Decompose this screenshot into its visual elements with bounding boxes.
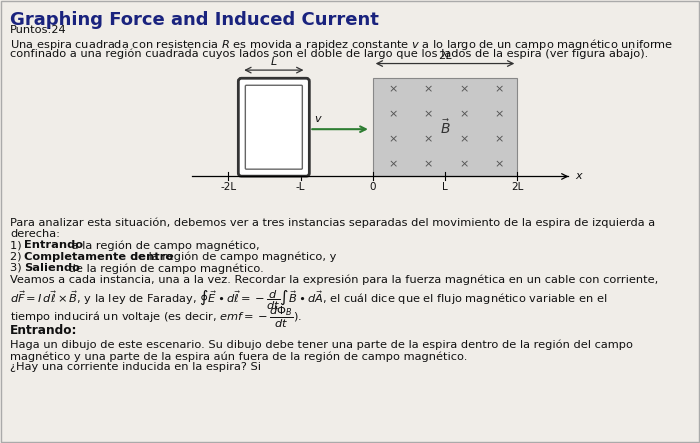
Text: -L: -L	[296, 183, 305, 192]
Text: Entrando: Entrando	[24, 240, 83, 250]
Text: ×: ×	[494, 85, 504, 95]
Text: de la región de campo magnético, y: de la región de campo magnético, y	[127, 252, 337, 262]
Text: ×: ×	[494, 110, 504, 120]
Text: derecha:: derecha:	[10, 229, 60, 238]
Text: -2L: -2L	[220, 183, 237, 192]
Text: ×: ×	[389, 85, 398, 95]
Text: magnético y una parte de la espira aún fuera de la región de campo magnético.: magnético y una parte de la espira aún f…	[10, 351, 468, 361]
Text: $\vec{B}$: $\vec{B}$	[440, 118, 450, 136]
Bar	[373, 78, 517, 176]
Text: $d\vec{F} = I\,d\vec{\ell} \times \vec{B}$, y la ley de Faraday, $\oint \vec{E} : $d\vec{F} = I\,d\vec{\ell} \times \vec{B…	[10, 288, 607, 311]
Text: ×: ×	[494, 159, 504, 170]
Text: tiempo inducirá un voltaje (es decir, $emf = -\dfrac{d\Phi_B}{dt}$).: tiempo inducirá un voltaje (es decir, $e…	[10, 304, 302, 330]
Text: Puntos:24: Puntos:24	[10, 25, 66, 35]
FancyBboxPatch shape	[238, 78, 309, 176]
Text: ×: ×	[494, 135, 504, 145]
Text: L: L	[442, 183, 448, 192]
Text: Completamente dentro: Completamente dentro	[24, 252, 173, 261]
FancyBboxPatch shape	[245, 85, 302, 169]
Text: Para analizar esta situación, debemos ver a tres instancias separadas del movimi: Para analizar esta situación, debemos ve…	[10, 217, 655, 228]
Text: ×: ×	[459, 110, 468, 120]
Text: ×: ×	[424, 159, 433, 170]
Text: confinado a una región cuadrada cuyos lados son el doble de largo que los lados : confinado a una región cuadrada cuyos la…	[10, 48, 648, 59]
Text: Graphing Force and Induced Current: Graphing Force and Induced Current	[10, 11, 379, 29]
Text: Saliendo: Saliendo	[24, 263, 80, 273]
Text: a la región de campo magnético,: a la región de campo magnético,	[68, 240, 260, 250]
Text: ×: ×	[424, 135, 433, 145]
Text: 2): 2)	[10, 252, 25, 261]
Text: Una espira cuadrada con resistencia $R$ es movida a rapidez constante $v$ a lo l: Una espira cuadrada con resistencia $R$ …	[10, 37, 673, 52]
Text: ×: ×	[389, 159, 398, 170]
Text: Entrando:: Entrando:	[10, 324, 78, 337]
Text: ×: ×	[459, 135, 468, 145]
Text: $2L$: $2L$	[438, 49, 452, 61]
Text: 3): 3)	[10, 263, 25, 273]
Text: 1): 1)	[10, 240, 25, 250]
Text: 2L: 2L	[511, 183, 524, 192]
Text: ×: ×	[424, 110, 433, 120]
Text: $L$: $L$	[270, 55, 278, 67]
Text: ×: ×	[389, 135, 398, 145]
Text: $x$: $x$	[575, 171, 584, 182]
Text: ×: ×	[389, 110, 398, 120]
Text: Haga un dibujo de este escenario. Su dibujo debe tener una parte de la espira de: Haga un dibujo de este escenario. Su dib…	[10, 339, 633, 350]
Text: Veamos a cada instancia, una a la vez. Recordar la expresión para la fuerza magn: Veamos a cada instancia, una a la vez. R…	[10, 275, 658, 285]
Text: ×: ×	[459, 159, 468, 170]
Text: ×: ×	[459, 85, 468, 95]
Text: de la región de campo magnético.: de la región de campo magnético.	[65, 263, 264, 273]
Text: ×: ×	[424, 85, 433, 95]
Text: $v$: $v$	[314, 114, 323, 124]
Text: 0: 0	[370, 183, 376, 192]
Text: ¿Hay una corriente inducida en la espira? Si: ¿Hay una corriente inducida en la espira…	[10, 362, 261, 373]
